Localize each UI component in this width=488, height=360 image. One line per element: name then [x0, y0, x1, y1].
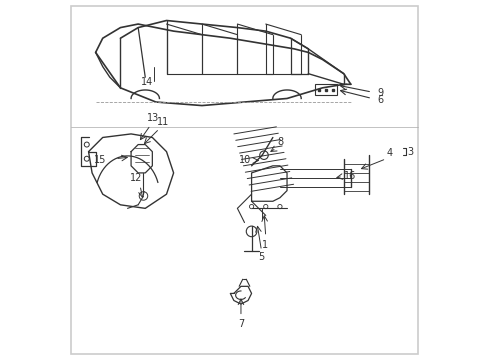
- Text: 13: 13: [147, 113, 159, 123]
- Text: 15: 15: [94, 155, 106, 165]
- Text: 1: 1: [262, 240, 267, 250]
- Text: 9: 9: [377, 88, 383, 98]
- Text: 4: 4: [386, 148, 391, 158]
- Text: 6: 6: [377, 95, 383, 105]
- Text: 7: 7: [237, 319, 244, 329]
- Text: 14: 14: [141, 77, 153, 87]
- Text: 3: 3: [407, 147, 413, 157]
- Text: 11: 11: [156, 117, 168, 127]
- Bar: [315, 84, 336, 95]
- Text: 5: 5: [258, 252, 264, 262]
- Text: 16: 16: [343, 171, 355, 181]
- Text: 12: 12: [130, 173, 142, 183]
- Text: 8: 8: [277, 138, 283, 147]
- Text: 10: 10: [238, 155, 250, 165]
